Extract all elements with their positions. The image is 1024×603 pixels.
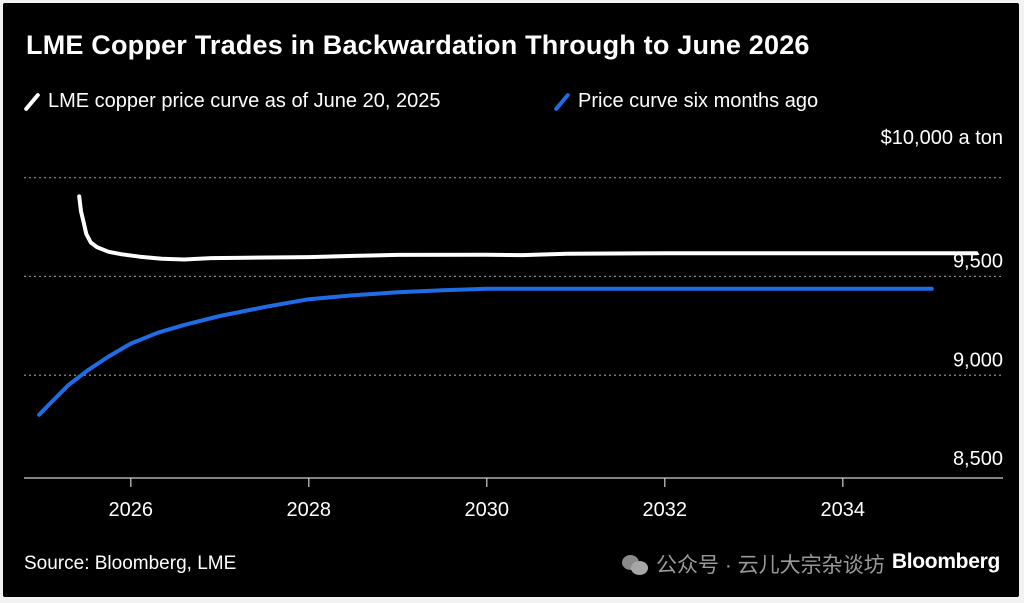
x-tick-label-2032: 2032 — [643, 499, 688, 521]
y-tick-label-8,500: 8,500 — [953, 448, 1003, 470]
x-tick-label-2028: 2028 — [287, 499, 332, 521]
series-line-0 — [77, 194, 979, 262]
source-note: Source: Bloomberg, LME — [24, 553, 237, 574]
x-tick-label-2034: 2034 — [821, 499, 866, 521]
y-axis-unit-label: $10,000 a ton — [880, 127, 1003, 149]
x-tick-label-2026: 2026 — [109, 499, 154, 521]
legend-item-current-curve: LME copper price curve as of June 20, 20… — [22, 90, 440, 113]
x-tick-label-2030: 2030 — [465, 499, 510, 521]
series-line-1 — [37, 286, 934, 417]
wechat-icon — [620, 552, 650, 576]
legend-item-six-months-ago: Price curve six months ago — [552, 90, 818, 113]
legend-label-six-months: Price curve six months ago — [578, 90, 819, 112]
chart-title: LME Copper Trades in Backwardation Throu… — [26, 30, 810, 60]
chart-panel — [3, 3, 1019, 597]
watermark: 公众号 · 云儿大宗杂谈坊 — [620, 549, 885, 579]
y-tick-label-9,000: 9,000 — [953, 349, 1003, 371]
y-tick-label-9,500: 9,500 — [953, 250, 1003, 272]
legend-label-current: LME copper price curve as of June 20, 20… — [48, 90, 441, 112]
bloomberg-logo: Bloomberg — [891, 550, 1000, 573]
watermark-text: 公众号 · 云儿大宗杂谈坊 — [656, 554, 885, 577]
